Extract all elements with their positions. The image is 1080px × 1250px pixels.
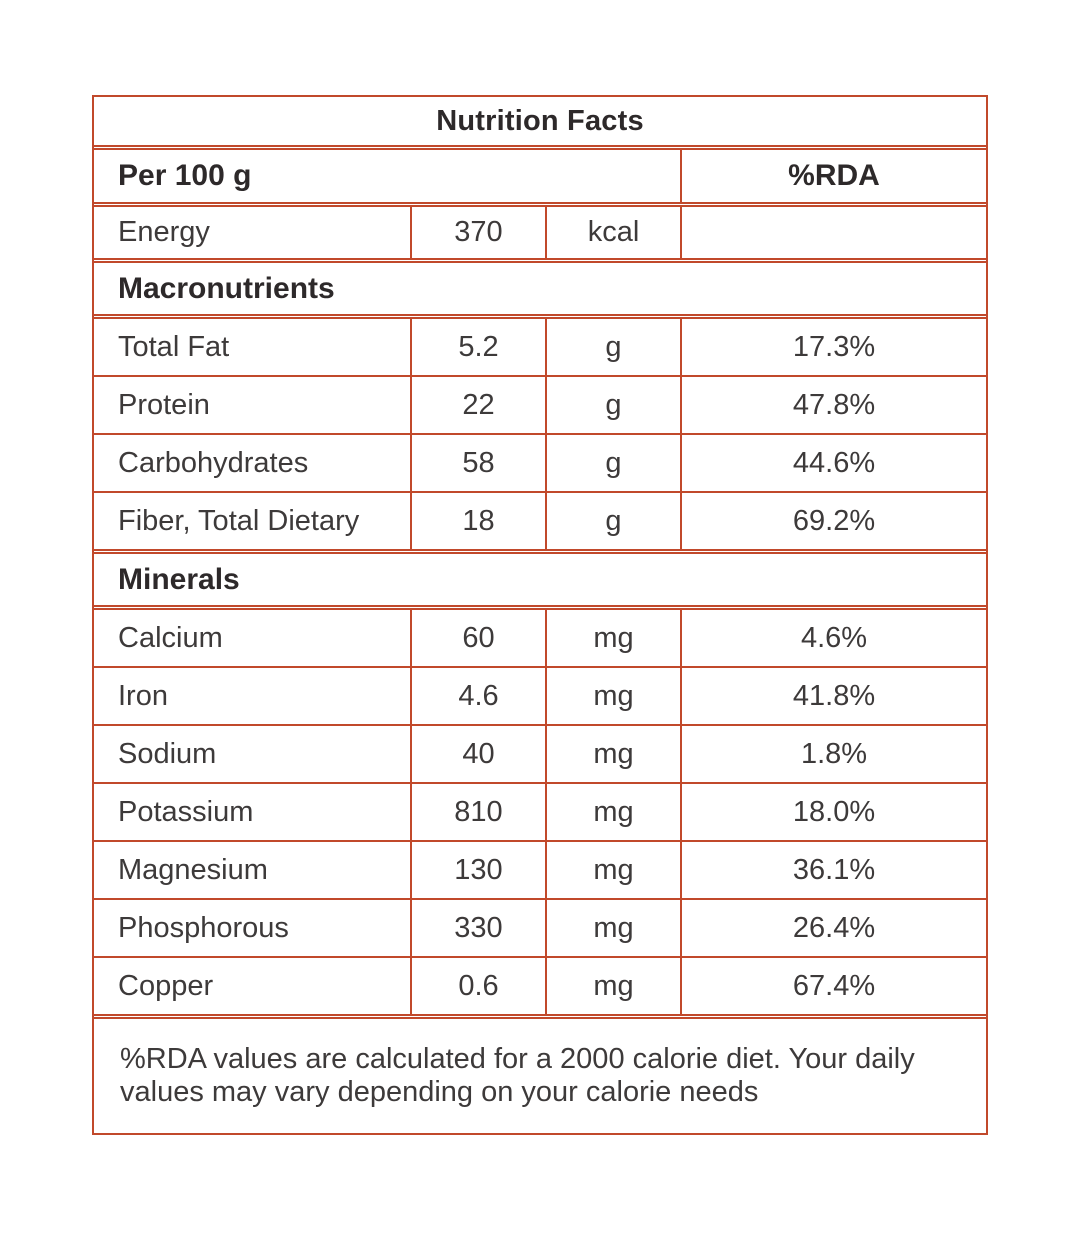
nutrient-label: Iron: [118, 679, 168, 712]
nutrient-label: Fiber, Total Dietary: [118, 504, 360, 537]
section-heading-label: Minerals: [118, 562, 240, 596]
nutrient-value: 330: [410, 900, 545, 956]
nutrient-rda: 47.8%: [680, 377, 986, 433]
nutrient-unit: g: [545, 493, 680, 549]
nutrient-label: Copper: [118, 969, 214, 1002]
nutrient-label: Protein: [118, 388, 210, 421]
nutrient-rda: 26.4%: [680, 900, 986, 956]
nutrient-rda: 67.4%: [680, 958, 986, 1014]
nutrition-facts-table: Nutrition Facts Per 100 g %RDA Energy 37…: [92, 95, 988, 1135]
nutrient-value: 18: [410, 493, 545, 549]
nutrient-rda: 18.0%: [680, 784, 986, 840]
nutrient-rda: 41.8%: [680, 668, 986, 724]
table-row: Magnesium 130 mg 36.1%: [94, 840, 986, 898]
table-row: Potassium 810 mg 18.0%: [94, 782, 986, 840]
rda-footnote-text: %RDA values are calculated for a 2000 ca…: [120, 1043, 915, 1108]
nutrient-label: Energy: [118, 216, 210, 248]
nutrient-label: Sodium: [118, 737, 217, 770]
nutrient-value: 5.2: [410, 319, 545, 375]
nutrient-label: Phosphorous: [118, 911, 289, 944]
nutrient-unit: g: [545, 435, 680, 491]
nutrient-rda: 17.3%: [680, 319, 986, 375]
nutrient-unit: mg: [545, 610, 680, 666]
nutrient-value: 40: [410, 726, 545, 782]
table-title: Nutrition Facts: [436, 104, 644, 137]
nutrient-rda: 1.8%: [680, 726, 986, 782]
energy-row: Energy 370 kcal: [94, 205, 986, 260]
table-title-row: Nutrition Facts: [94, 97, 986, 147]
nutrient-value: 130: [410, 842, 545, 898]
nutrient-value: 60: [410, 610, 545, 666]
nutrient-label: Total Fat: [118, 330, 230, 363]
nutrient-unit: mg: [545, 958, 680, 1014]
table-row: Sodium 40 mg 1.8%: [94, 724, 986, 782]
nutrient-unit: mg: [545, 900, 680, 956]
nutrient-value: 0.6: [410, 958, 545, 1014]
table-row: Total Fat 5.2 g 17.3%: [94, 319, 986, 375]
nutrient-label: Magnesium: [118, 853, 268, 886]
nutrient-unit: g: [545, 319, 680, 375]
nutrient-unit: mg: [545, 726, 680, 782]
nutrient-value: 58: [410, 435, 545, 491]
nutrient-rda: 4.6%: [680, 610, 986, 666]
nutrient-label: Potassium: [118, 795, 254, 828]
nutrient-value: 22: [410, 377, 545, 433]
macronutrients-rows: Total Fat 5.2 g 17.3% Protein 22 g 47.8%…: [94, 317, 986, 551]
nutrient-unit: mg: [545, 784, 680, 840]
nutrient-unit: g: [545, 377, 680, 433]
nutrient-value: 370: [410, 207, 545, 258]
nutrient-unit: mg: [545, 668, 680, 724]
table-row: Phosphorous 330 mg 26.4%: [94, 898, 986, 956]
nutrient-unit: kcal: [545, 207, 680, 258]
nutrient-value: 4.6: [410, 668, 545, 724]
section-heading-minerals: Minerals: [94, 552, 986, 607]
nutrient-rda: 36.1%: [680, 842, 986, 898]
nutrient-rda: [680, 207, 986, 258]
rda-column-header: %RDA: [680, 150, 986, 202]
footnote-row: %RDA values are calculated for a 2000 ca…: [94, 1017, 986, 1133]
serving-size-label: Per 100 g: [118, 159, 252, 192]
table-header-row: Per 100 g %RDA: [94, 148, 986, 204]
table-row: Protein 22 g 47.8%: [94, 375, 986, 433]
nutrient-label: Carbohydrates: [118, 446, 309, 479]
nutrient-label: Calcium: [118, 621, 223, 654]
minerals-rows: Calcium 60 mg 4.6% Iron 4.6 mg 41.8% Sod…: [94, 608, 986, 1016]
table-row: Iron 4.6 mg 41.8%: [94, 666, 986, 724]
nutrient-unit: mg: [545, 842, 680, 898]
section-heading-macronutrients: Macronutrients: [94, 261, 986, 316]
section-heading-label: Macronutrients: [118, 271, 335, 305]
nutrient-value: 810: [410, 784, 545, 840]
table-row: Carbohydrates 58 g 44.6%: [94, 433, 986, 491]
table-row: Fiber, Total Dietary 18 g 69.2%: [94, 491, 986, 549]
table-row: Calcium 60 mg 4.6%: [94, 610, 986, 666]
nutrient-rda: 44.6%: [680, 435, 986, 491]
nutrient-rda: 69.2%: [680, 493, 986, 549]
table-row: Copper 0.6 mg 67.4%: [94, 956, 986, 1014]
